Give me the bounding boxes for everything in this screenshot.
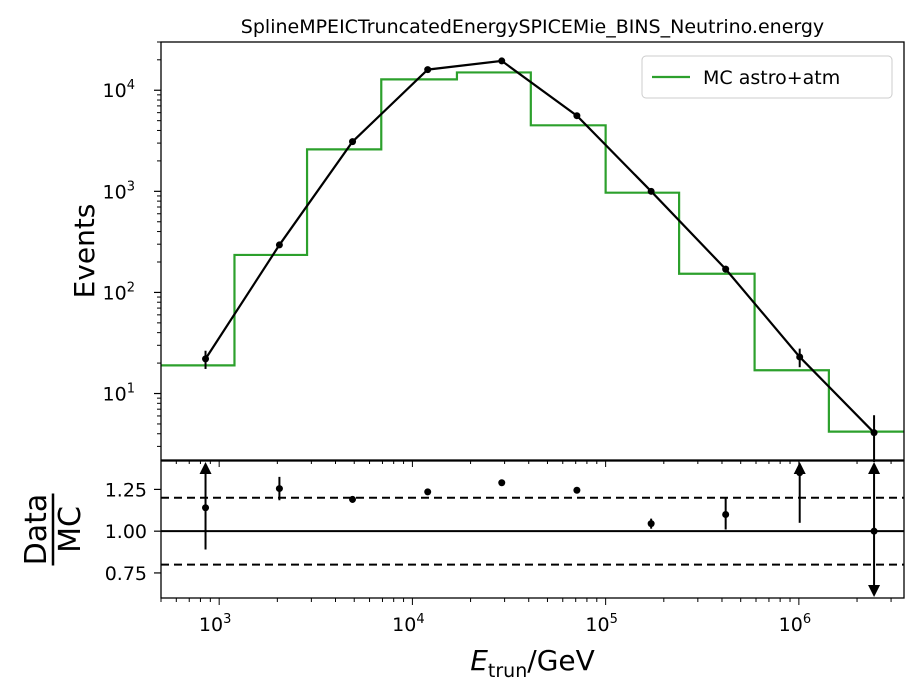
ratio-arrow-up xyxy=(199,462,212,474)
data-point xyxy=(870,429,878,437)
y-tick-label: 102 xyxy=(103,280,135,304)
mc-histogram-step xyxy=(161,71,904,433)
data-point xyxy=(202,355,210,363)
ratio-y-tick-label: 1.00 xyxy=(105,521,147,543)
legend-box xyxy=(641,55,893,99)
data-point xyxy=(796,353,804,361)
legend: MC astro+atm xyxy=(641,55,893,99)
x-tick-label-base: 10 xyxy=(392,614,416,636)
ratio-point xyxy=(573,486,581,494)
data-point xyxy=(275,241,283,249)
data-point xyxy=(498,57,506,65)
x-axis-label-subscript: trun xyxy=(488,660,527,682)
y-tick-label-base: 10 xyxy=(103,181,127,203)
y-tick-label: 101 xyxy=(103,382,135,406)
ratio-arrow-up xyxy=(868,462,881,474)
data-point xyxy=(573,112,581,120)
ratio-y-label: Data MC xyxy=(19,493,88,566)
ratio-point xyxy=(275,485,283,493)
ratio-point xyxy=(498,479,506,487)
ratio-point xyxy=(796,469,804,477)
data-line xyxy=(204,59,875,434)
y-tick-label-exp: 3 xyxy=(127,179,135,194)
data-point xyxy=(722,265,730,273)
x-axis-label-symbol: E xyxy=(470,644,488,677)
main-panel: SplineMPEICTruncatedEnergySPICEMie_BINS_… xyxy=(68,16,905,467)
x-tick-label: 105 xyxy=(585,612,617,636)
y-tick-label-exp: 4 xyxy=(127,78,135,93)
y-tick-label: 103 xyxy=(103,179,135,203)
ratio-y-label-denominator: MC xyxy=(53,506,88,553)
ratio-point xyxy=(870,527,878,535)
ratio-point xyxy=(424,488,432,496)
ratio-point xyxy=(349,495,357,503)
data-point xyxy=(349,138,357,146)
data-point xyxy=(424,66,432,74)
x-tick-label-base: 10 xyxy=(199,614,223,636)
y-tick-label-base: 10 xyxy=(103,80,127,102)
ratio-point xyxy=(202,504,210,512)
x-tick-label-exp: 3 xyxy=(223,612,231,627)
x-tick-label: 104 xyxy=(392,612,424,636)
data-point xyxy=(647,187,655,195)
ratio-y-label-numerator: Data xyxy=(19,494,54,566)
ratio-point xyxy=(722,510,730,518)
y-axis-label: Events xyxy=(68,204,101,299)
ratio-arrow-down xyxy=(868,585,881,597)
y-tick-label-exp: 1 xyxy=(127,382,135,397)
x-tick-label: 106 xyxy=(779,612,811,636)
chart-title: SplineMPEICTruncatedEnergySPICEMie_BINS_… xyxy=(241,16,824,38)
x-tick-label-exp: 4 xyxy=(416,612,424,627)
main-axes-frame xyxy=(160,41,905,461)
y-tick-label-base: 10 xyxy=(103,282,127,304)
ratio-point xyxy=(647,520,655,528)
y-tick-label-base: 10 xyxy=(103,384,127,406)
ratio-axes-frame xyxy=(160,460,905,599)
ratio-y-tick-label: 0.75 xyxy=(105,563,147,585)
y-tick-label-exp: 2 xyxy=(127,280,135,295)
x-tick-label: 103 xyxy=(199,612,231,636)
x-tick-label-base: 10 xyxy=(779,614,803,636)
x-tick-label-exp: 5 xyxy=(610,612,618,627)
x-tick-label-base: 10 xyxy=(585,614,609,636)
x-axis-label: Etrun/GeV xyxy=(470,644,595,682)
y-tick-label: 104 xyxy=(103,78,135,102)
x-tick-label-exp: 6 xyxy=(803,612,811,627)
x-axis-label-unit: /GeV xyxy=(527,644,595,677)
ratio-y-tick-label: 1.25 xyxy=(105,479,147,501)
legend-label-mc: MC astro+atm xyxy=(703,67,840,89)
